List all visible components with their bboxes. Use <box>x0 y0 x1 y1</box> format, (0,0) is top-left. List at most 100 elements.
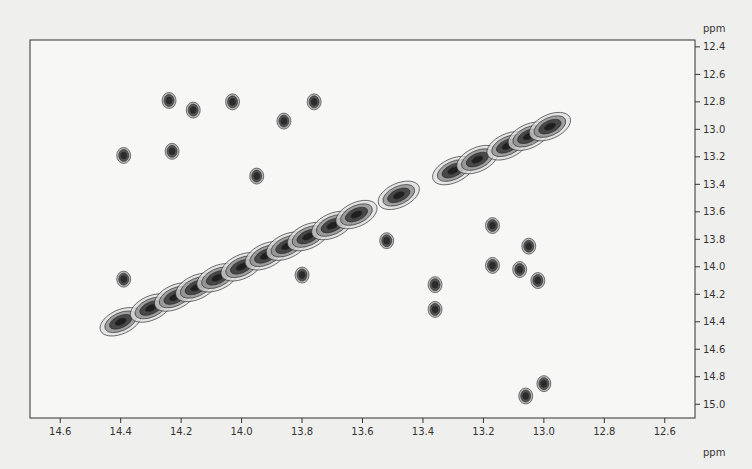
contour <box>117 147 131 163</box>
contour <box>114 317 127 327</box>
contour <box>169 148 175 155</box>
cross-peak <box>250 168 264 184</box>
y-tick-label: 14.0 <box>703 261 725 272</box>
x-tick <box>181 418 182 423</box>
y-tick <box>695 349 700 350</box>
contour <box>252 170 262 182</box>
background <box>0 0 752 469</box>
contour <box>535 277 541 284</box>
x-tick <box>241 418 242 423</box>
diagonal-peak <box>331 195 381 235</box>
cross-peak <box>307 94 321 110</box>
cross-peak <box>485 218 499 234</box>
contour <box>162 92 176 108</box>
cross-peak <box>277 113 291 129</box>
contour <box>531 273 545 289</box>
x-tick <box>664 418 665 423</box>
contour <box>337 199 375 229</box>
cross-peak <box>226 94 240 110</box>
cross-peak <box>117 271 131 287</box>
contour <box>254 173 260 180</box>
y-tick <box>695 156 700 157</box>
contour <box>537 116 564 137</box>
y-tick-label: 13.0 <box>703 124 725 135</box>
contour <box>428 277 442 293</box>
contour <box>331 195 381 235</box>
chart: 14.6 14.4 14.2 14.0 13.8 13.6 13.4 13.2 13.0 12.8… <box>0 0 752 469</box>
cross-peak <box>428 277 442 293</box>
y-tick <box>695 211 700 212</box>
contour <box>430 303 440 315</box>
x-tick-label: 14.2 <box>170 426 192 437</box>
x-tick-label: 13.4 <box>412 426 434 437</box>
x-tick-label: 14.4 <box>110 426 132 437</box>
contour <box>525 107 575 147</box>
contour <box>295 267 309 283</box>
x-tick <box>604 418 605 423</box>
plot-frame <box>30 40 695 418</box>
x-tick <box>120 418 121 423</box>
cross-peak <box>513 262 527 278</box>
x-tick-label: 12.6 <box>654 426 676 437</box>
y-tick <box>695 266 700 267</box>
x-tick-label: 12.8 <box>593 426 615 437</box>
x-axis-title: ppm <box>703 447 725 458</box>
contour <box>228 96 238 108</box>
contour <box>489 222 495 229</box>
y-tick-label: 14.4 <box>703 316 725 327</box>
contour <box>432 281 438 288</box>
contour <box>385 185 412 206</box>
contour <box>190 107 196 114</box>
cross-peak <box>519 388 533 404</box>
x-tick-label: 13.0 <box>533 426 555 437</box>
contour <box>543 121 556 131</box>
contour <box>517 266 523 273</box>
contour <box>487 259 497 271</box>
contour <box>167 145 177 157</box>
contour <box>121 152 127 159</box>
y-tick-label: 13.8 <box>703 234 725 245</box>
y-tick <box>695 376 700 377</box>
y-tick-label: 13.2 <box>703 151 725 162</box>
cross-peak <box>531 273 545 289</box>
y-tick <box>695 101 700 102</box>
contour <box>485 218 499 234</box>
y-tick-label: 14.6 <box>703 344 725 355</box>
contour <box>541 380 547 387</box>
diagonal-peak <box>374 175 424 215</box>
cross-peak <box>522 238 536 254</box>
contour <box>485 257 499 273</box>
y-tick <box>695 184 700 185</box>
contour <box>188 104 198 116</box>
contour <box>537 376 551 392</box>
y-tick <box>695 74 700 75</box>
cross-peak <box>537 376 551 392</box>
y-tick <box>695 239 700 240</box>
contour <box>250 168 264 184</box>
cross-peak <box>485 257 499 273</box>
y-tick-label: 12.4 <box>703 41 725 52</box>
x-tick-label: 14.0 <box>230 426 252 437</box>
cross-peak <box>162 92 176 108</box>
contour <box>119 273 129 285</box>
y-tick-label: 12.6 <box>703 69 725 80</box>
contour <box>487 220 497 232</box>
contour <box>519 388 533 404</box>
contour <box>299 272 305 279</box>
contour <box>524 240 534 252</box>
contour <box>350 209 363 219</box>
contour <box>165 143 179 159</box>
y-tick-label: 12.8 <box>703 96 725 107</box>
contour <box>166 97 172 104</box>
x-tick-label: 13.6 <box>351 426 373 437</box>
contour <box>281 118 287 125</box>
y-tick-label: 13.4 <box>703 179 725 190</box>
y-tick-label: 14.8 <box>703 371 725 382</box>
contour <box>384 237 390 244</box>
x-tick-label: 13.8 <box>291 426 313 437</box>
contour <box>186 102 200 118</box>
contour <box>515 264 525 276</box>
y-axis-title: ppm <box>703 23 725 34</box>
x-tick <box>422 418 423 423</box>
contour <box>297 269 307 281</box>
